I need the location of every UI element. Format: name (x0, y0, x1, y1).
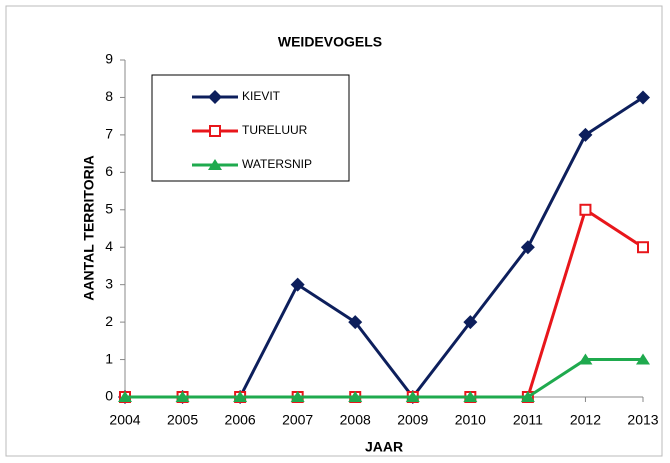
marker (578, 353, 593, 365)
y-tick-label: 4 (105, 238, 113, 254)
x-tick-label: 2012 (570, 412, 601, 428)
y-tick-label: 2 (105, 313, 113, 329)
x-tick-label: 2006 (225, 412, 256, 428)
x-tick-label: 2013 (627, 412, 658, 428)
x-tick-label: 2007 (282, 412, 313, 428)
x-axis-label: JAAR (365, 439, 403, 455)
chart-title: WEIDEVOGELS (278, 34, 382, 50)
marker (463, 391, 478, 402)
marker (579, 203, 592, 216)
x-tick-label: 2011 (513, 412, 543, 428)
marker (636, 90, 650, 105)
marker (463, 315, 478, 330)
marker (520, 240, 535, 255)
marker (578, 127, 593, 142)
marker (348, 315, 363, 330)
marker (290, 277, 305, 292)
marker (208, 159, 222, 170)
y-tick-label: 7 (105, 126, 113, 142)
y-tick-label: 6 (105, 163, 113, 179)
legend (151, 74, 350, 182)
marker (233, 391, 248, 402)
x-tick-label: 2010 (455, 412, 486, 428)
x-tick-label: 2004 (109, 412, 140, 428)
y-tick-label: 0 (105, 388, 113, 404)
x-tick-label: 2009 (397, 412, 428, 428)
marker (405, 391, 420, 402)
legend-label: TURELUUR (242, 123, 308, 137)
x-tick-label: 2008 (340, 412, 371, 428)
line (125, 358, 643, 399)
marker (118, 391, 132, 402)
marker (290, 391, 305, 402)
marker (636, 353, 650, 365)
legend-label: WATERSNIP (242, 157, 312, 171)
marker (209, 125, 221, 137)
marker (175, 391, 190, 402)
marker (208, 90, 222, 104)
y-tick-label: 1 (105, 350, 113, 366)
x-tick-label: 2005 (167, 412, 198, 428)
y-tick-label: 8 (105, 88, 113, 104)
marker (520, 391, 535, 402)
y-axis-label: AANTAL TERRITORIA (81, 155, 97, 300)
y-tick-label: 9 (105, 51, 113, 67)
marker (637, 241, 649, 254)
marker (348, 391, 363, 402)
legend-label: KIEVIT (242, 89, 281, 103)
y-tick-label: 5 (105, 200, 113, 216)
y-tick-label: 3 (105, 275, 113, 291)
